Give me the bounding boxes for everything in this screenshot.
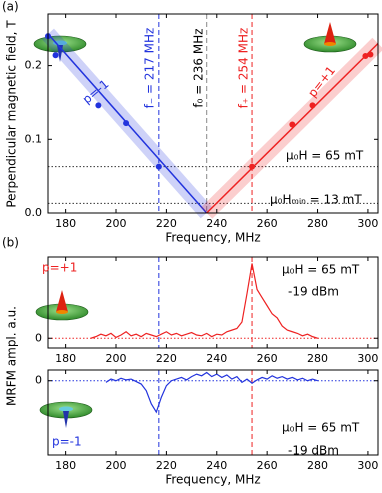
y-axis-label: Perpendicular magnetic field, T: [5, 20, 19, 208]
annotation: (b): [2, 236, 19, 250]
plot-frame: [47, 256, 379, 349]
plot-frame: [47, 369, 379, 456]
annotation: -19 dBm: [288, 444, 339, 458]
icon-core-up: [303, 22, 357, 53]
x-tick-label: 300: [357, 459, 378, 472]
data-point: [367, 51, 374, 58]
annotation: μ₀H = 65 mT: [282, 263, 360, 277]
x-tick-label: 220: [156, 217, 177, 230]
x-tick-label: 180: [55, 217, 76, 230]
annotation: μ₀H = 65 mT: [286, 149, 364, 163]
y-tick-label: 0: [35, 331, 42, 344]
plot-frame: [47, 13, 379, 214]
data-point: [249, 163, 256, 170]
y-tick-label: 0.0: [25, 206, 43, 219]
x-tick-label: 180: [55, 459, 76, 472]
x-axis-label: Frequency, MHz: [165, 231, 260, 245]
x-tick-label: 280: [307, 217, 328, 230]
icon-core-up: [35, 290, 89, 321]
data-point: [52, 52, 59, 59]
annotation: μ₀H = 65 mT: [282, 421, 360, 435]
data-point: [362, 53, 369, 60]
data-point: [309, 102, 316, 109]
data-point: [123, 120, 130, 127]
y-tick-label: 0.1: [25, 132, 43, 145]
x-tick-label: 220: [156, 459, 177, 472]
annotation: (a): [2, 0, 19, 14]
x-tick-label: 280: [307, 352, 328, 365]
annotation: f₀ = 236 MHz: [192, 28, 206, 107]
data-point: [289, 121, 296, 128]
x-tick-label: 200: [106, 352, 127, 365]
x-tick-label: 280: [307, 459, 328, 472]
y-tick-label: 0: [35, 374, 42, 387]
x-tick-label: 200: [106, 217, 127, 230]
annotation: -19 dBm: [288, 285, 339, 299]
x-axis-label: Frequency, MHz: [165, 473, 260, 487]
x-tick-label: 240: [206, 217, 227, 230]
data-line: [90, 263, 318, 339]
x-tick-label: 200: [106, 459, 127, 472]
x-tick-label: 240: [206, 352, 227, 365]
data-point: [155, 163, 162, 170]
x-tick-label: 260: [257, 459, 278, 472]
x-tick-label: 240: [206, 459, 227, 472]
x-tick-label: 300: [357, 217, 378, 230]
x-tick-label: 220: [156, 352, 177, 365]
icon-core-down: [39, 401, 93, 428]
annotation: μ₀Hₘᵢₙ = 13 mT: [270, 193, 362, 207]
x-tick-label: 300: [357, 352, 378, 365]
data-point: [95, 102, 102, 109]
x-tick-label: 260: [257, 352, 278, 365]
y-axis-label: MRFM ampl. a.u.: [5, 306, 19, 406]
x-tick-label: 180: [55, 352, 76, 365]
annotation: p=-1: [52, 435, 82, 449]
data-line: [105, 371, 318, 414]
annotation: f₋ = 217 MHz: [143, 28, 157, 109]
data-line: [206, 42, 379, 214]
annotation: f₊ = 254 MHz: [237, 28, 251, 109]
y-tick-label: 0.2: [25, 59, 43, 72]
x-tick-label: 260: [257, 217, 278, 230]
annotation: p=+1: [42, 261, 77, 275]
